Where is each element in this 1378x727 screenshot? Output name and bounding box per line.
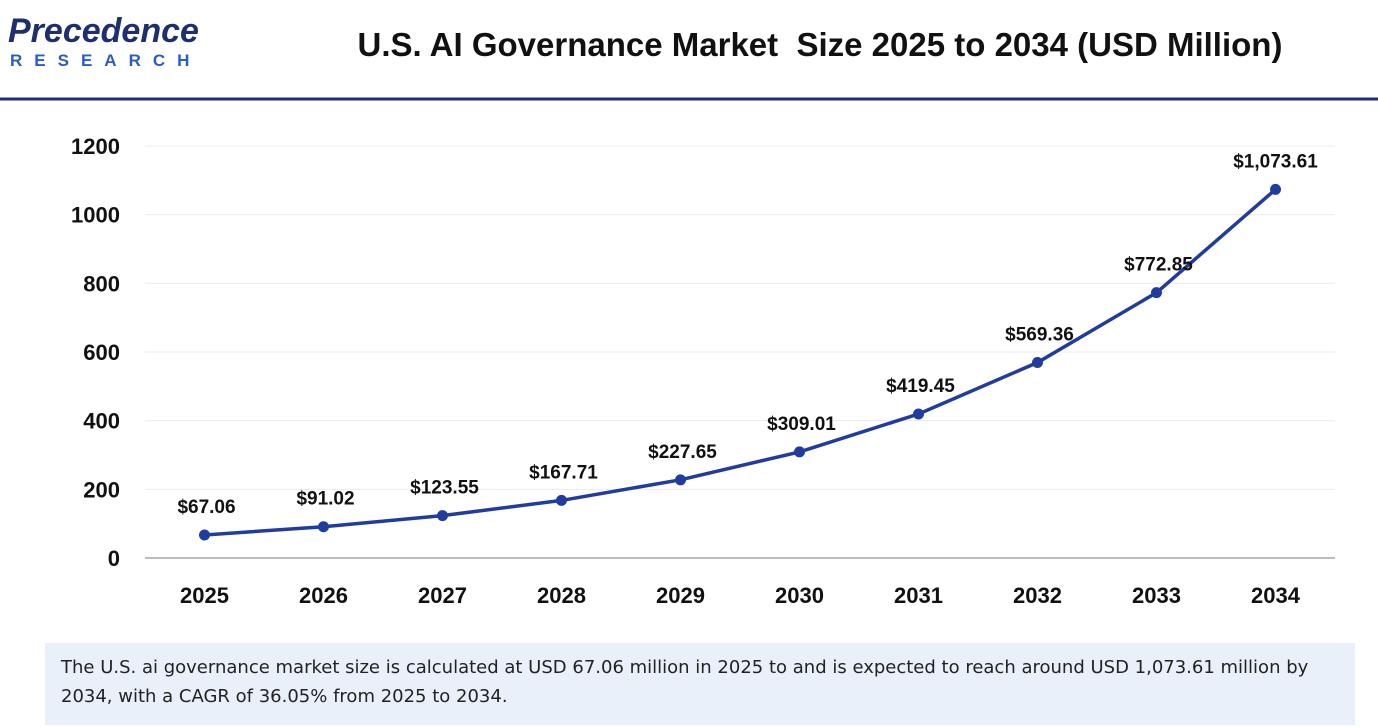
data-label: $167.71 [529, 462, 598, 483]
data-label: $569.36 [1005, 325, 1074, 346]
data-label: $1,073.61 [1233, 151, 1318, 172]
data-label: $91.02 [296, 489, 354, 510]
data-label: $772.85 [1124, 255, 1193, 276]
x-tick-label: 2034 [1251, 583, 1301, 608]
logo-name: Precedence [8, 12, 199, 50]
point [556, 494, 567, 506]
x-tick-label: 2026 [299, 583, 348, 608]
y-tick-label: 1000 [71, 203, 120, 228]
point [675, 474, 686, 486]
y-tick-label: 0 [108, 546, 120, 571]
y-tick-label: 200 [83, 477, 120, 502]
x-tick-label: 2033 [1132, 583, 1181, 608]
y-tick-label: 800 [83, 271, 120, 296]
point [794, 446, 805, 458]
point [437, 510, 448, 522]
data-label: $419.45 [886, 376, 955, 397]
point [1032, 357, 1043, 369]
y-tick-label: 600 [83, 340, 120, 365]
data-label: $67.06 [177, 497, 235, 518]
x-tick-label: 2028 [537, 583, 586, 608]
x-tick-label: 2032 [1013, 583, 1062, 608]
x-tick-label: 2030 [775, 583, 824, 608]
y-tick-label: 400 [83, 409, 120, 434]
data-label: $123.55 [410, 478, 479, 499]
data-label: $227.65 [648, 442, 717, 463]
point [913, 408, 924, 420]
x-tick-label: 2031 [894, 583, 943, 608]
x-tick-label: 2025 [180, 583, 229, 608]
x-tick-label: 2027 [418, 583, 467, 608]
chart: Precedence RESEARCH U.S. AI Governance M… [0, 12, 1378, 608]
y-tick-label: 1200 [71, 134, 120, 159]
point [199, 529, 210, 541]
x-tick-label: 2029 [656, 583, 705, 608]
line [204, 188, 1277, 537]
point [318, 521, 329, 533]
point [1270, 183, 1281, 195]
chart-title: U.S. AI Governance Market Size 2025 to 2… [358, 26, 1283, 63]
point [1151, 287, 1162, 299]
data-label: $309.01 [767, 414, 836, 435]
caption: The U.S. ai governance market size is ca… [45, 643, 1355, 725]
logo-tagline: RESEARCH [10, 51, 201, 70]
